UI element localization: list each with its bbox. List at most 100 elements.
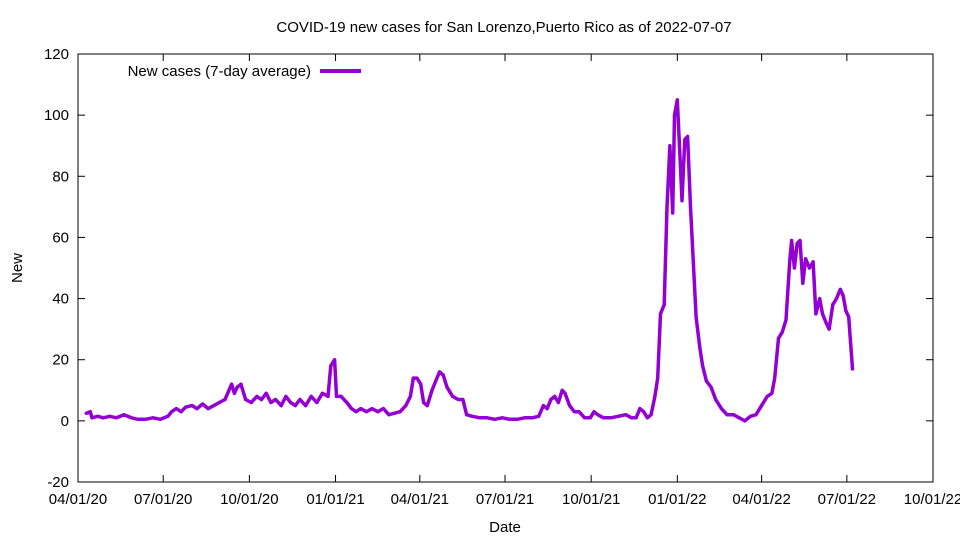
x-tick-label: 01/01/22 — [648, 491, 706, 508]
data-point — [465, 413, 469, 417]
data-point — [279, 404, 283, 408]
data-point — [269, 400, 273, 405]
data-point — [656, 376, 660, 380]
x-tick-label: 10/01/20 — [220, 491, 278, 508]
data-point — [122, 413, 126, 417]
data-point — [84, 411, 88, 415]
y-tick-label: 60 — [52, 229, 69, 246]
data-point — [709, 385, 713, 389]
data-point — [289, 400, 293, 405]
y-tick-label: 0 — [61, 413, 69, 430]
data-point — [255, 394, 259, 398]
data-point — [824, 321, 828, 325]
data-point — [166, 414, 170, 418]
data-point — [239, 382, 243, 386]
x-tick-label: 07/01/20 — [134, 491, 192, 508]
data-point — [698, 345, 702, 350]
series-line — [84, 98, 855, 423]
data-point — [760, 404, 764, 408]
data-point — [90, 416, 94, 420]
data-point — [563, 391, 567, 395]
data-point — [515, 417, 519, 421]
data-point — [592, 410, 596, 414]
data-point — [568, 404, 572, 408]
data-point — [577, 410, 581, 414]
data-point — [596, 413, 600, 417]
data-point — [259, 397, 264, 402]
data-point — [451, 394, 455, 398]
data-point — [88, 410, 92, 414]
data-point — [315, 400, 319, 405]
data-point — [333, 358, 337, 362]
data-point — [731, 413, 736, 417]
legend: New cases (7-day average) — [128, 63, 361, 80]
data-point — [616, 414, 620, 418]
data-point — [445, 385, 449, 389]
data-point — [293, 404, 297, 408]
data-point — [765, 394, 769, 398]
data-point — [784, 318, 788, 322]
data-point — [549, 397, 553, 402]
data-point — [114, 416, 118, 420]
data-point — [415, 376, 419, 380]
data-point — [788, 260, 792, 264]
x-tick-label: 10/01/21 — [562, 491, 620, 508]
data-point — [392, 411, 397, 415]
data-point — [776, 336, 781, 340]
y-tick-label: 100 — [44, 107, 69, 124]
data-point — [748, 414, 753, 418]
data-point — [827, 327, 831, 331]
data-point — [404, 404, 408, 408]
data-point — [634, 416, 638, 420]
data-point — [683, 138, 687, 142]
data-point — [658, 312, 663, 316]
x-tick-label: 04/01/21 — [391, 491, 449, 508]
data-point — [686, 134, 690, 139]
y-tick-label: 80 — [52, 168, 69, 185]
data-point — [101, 416, 105, 420]
data-point — [838, 287, 842, 291]
data-point — [151, 416, 155, 420]
data-point — [704, 379, 709, 383]
data-point — [461, 397, 465, 402]
data-point — [841, 293, 845, 298]
data-point — [349, 407, 354, 411]
data-point — [601, 416, 606, 420]
data-point — [642, 410, 646, 414]
data-point — [773, 376, 777, 380]
data-point — [339, 394, 343, 398]
data-point — [441, 373, 445, 377]
data-point — [629, 416, 634, 420]
data-point — [691, 260, 695, 264]
data-point — [201, 402, 205, 406]
data-point — [376, 410, 380, 414]
x-tick-label: 04/01/22 — [732, 491, 790, 508]
data-point — [108, 414, 112, 418]
series-layer — [84, 98, 855, 423]
data-point — [217, 400, 221, 405]
data-point — [645, 416, 650, 420]
legend-label: New cases (7-day average) — [128, 63, 311, 80]
data-point — [212, 404, 216, 408]
data-point — [408, 394, 412, 398]
data-point — [725, 413, 729, 417]
data-point — [470, 414, 474, 418]
x-tick-label: 07/01/21 — [476, 491, 534, 508]
data-point — [537, 414, 541, 418]
data-point — [500, 416, 504, 420]
data-point — [560, 388, 564, 392]
data-point — [737, 416, 741, 420]
x-tick-label: 10/01/22 — [904, 491, 960, 508]
data-point — [678, 159, 682, 163]
y-tick-label: 40 — [52, 291, 69, 308]
data-point — [329, 364, 333, 368]
data-point — [588, 416, 592, 420]
data-point — [545, 407, 549, 411]
data-point — [523, 416, 527, 420]
data-point — [804, 257, 808, 261]
data-point — [359, 407, 363, 411]
x-tick-label: 04/01/20 — [49, 491, 107, 508]
data-point — [792, 266, 797, 270]
data-point — [688, 205, 693, 209]
data-point — [249, 400, 253, 405]
